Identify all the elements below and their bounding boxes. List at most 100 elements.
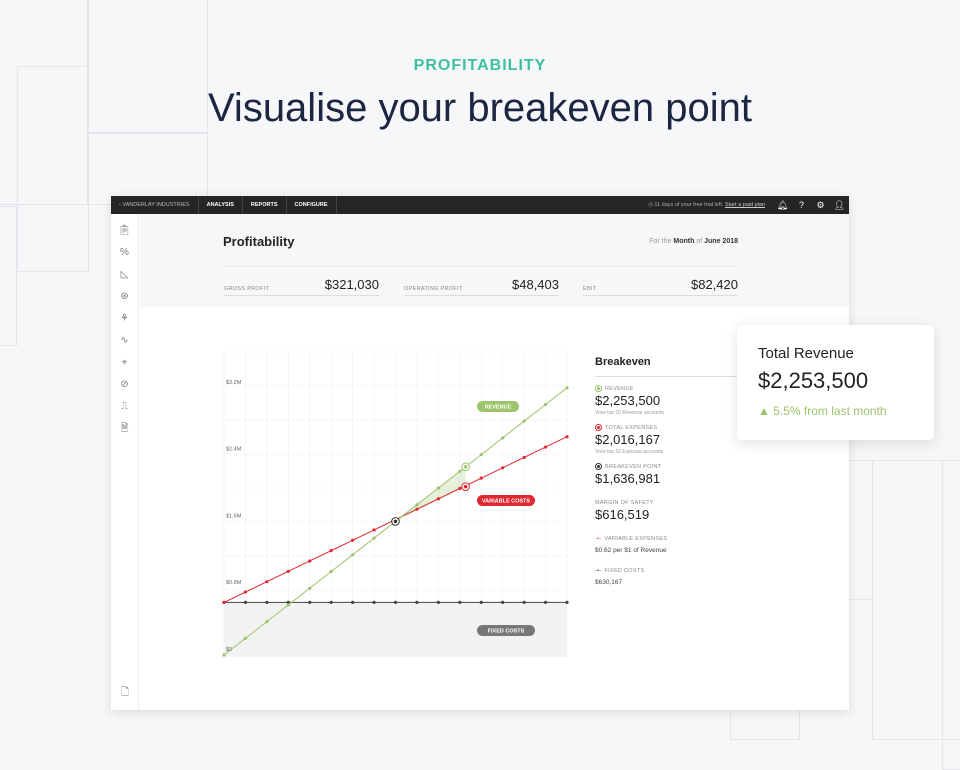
total-revenue-card: Total Revenue $2,253,500 ▲ 5.5% from las… <box>737 325 934 440</box>
revenue-label <box>477 401 519 412</box>
period-unit-dropdown[interactable]: Month <box>673 238 695 245</box>
period-value-dropdown[interactable]: June 2018 <box>704 238 738 245</box>
variable-costs-label-text: VARIABLE COSTS <box>482 499 531 505</box>
document-icon[interactable]: 🗎︎ <box>120 423 129 434</box>
fixed-costs-item: -•- FIXED COSTS $630,167 <box>595 568 755 586</box>
data-point <box>458 469 462 473</box>
variable-expenses-item: -•- VARIABLE EXPENSES $0.62 per $1 of Reve… <box>595 536 755 554</box>
label: BREAKEVEN POINT <box>605 463 662 470</box>
expenses-marker-dot <box>463 484 468 489</box>
nav-analysis[interactable]: ANALYSIS <box>199 196 243 214</box>
data-point <box>243 636 248 640</box>
kpi-ebit: EBIT $82,420 <box>583 276 738 296</box>
data-point <box>329 600 333 604</box>
sidebar: 📋︎ % ◺ ⊛ ⚘ ∿ ⌖ ⊘ ⎍ 🗎︎ 🗋︎ <box>111 214 139 710</box>
breakeven-chart: $0 $0.8M $1.6M $2.4M $3.2M REVENUE VARIABLE CO… <box>222 351 569 657</box>
gear-icon[interactable]: ⚙ <box>816 199 825 210</box>
revenue-marker-icon <box>595 385 602 392</box>
margin-value: $616,519 <box>595 507 650 522</box>
data-point <box>222 653 226 657</box>
y-tick-label: $0.8M <box>226 580 242 586</box>
data-point <box>458 600 462 604</box>
kpi-operating-profit: OPERATING PROFIT $48,403 <box>404 276 559 296</box>
variable-value: $0.62 per $1 of Revenue <box>595 547 667 554</box>
data-point <box>436 600 440 604</box>
top-navbar: ‹ VANDERLAY INDUSTRIES ANALYSIS REPORTS … <box>111 196 849 214</box>
black-line-marker-icon: -•- <box>595 568 602 574</box>
data-point <box>308 559 312 563</box>
card-change: ▲ 5.5% from last month <box>758 404 887 418</box>
nav-configure[interactable]: CONFIGURE <box>287 196 337 214</box>
data-point <box>308 586 312 590</box>
expense-accounts-link[interactable]: View top 10 Expense accounts <box>595 449 664 455</box>
breakeven-title: Breakeven <box>595 356 755 377</box>
data-point <box>372 600 376 604</box>
start-paid-plan-link[interactable]: Start a paid plan <box>724 202 765 208</box>
trial-notice: ◷ 11 days of your free trial left. Start… <box>648 202 773 208</box>
margin-item: MARGIN OF SAFETY $616,519 <box>595 500 755 522</box>
data-point <box>286 600 290 604</box>
data-point <box>436 486 440 490</box>
breakeven-marker-dot <box>393 519 398 524</box>
kpi-value: $48,403 <box>512 277 559 292</box>
data-point <box>243 600 248 604</box>
step-signal-icon[interactable]: ⎍ <box>121 401 128 412</box>
expenses-value: $2,016,167 <box>595 432 661 447</box>
help-icon[interactable]: ? <box>798 200 804 210</box>
card-value: $2,253,500 <box>758 368 869 393</box>
revenue-marker-dot <box>463 465 468 469</box>
nav-reports[interactable]: REPORTS <box>243 196 287 214</box>
data-point <box>479 453 483 457</box>
period-selector: For the Month of June 2018 <box>649 238 738 245</box>
data-point <box>393 600 398 604</box>
data-point <box>522 455 526 460</box>
fixed-costs-label <box>477 625 535 636</box>
user-icon[interactable]: 👤︎ <box>833 199 846 210</box>
ratio-icon[interactable]: % <box>120 247 129 258</box>
data-point <box>415 503 419 507</box>
data-point <box>351 553 355 557</box>
kpi-label: GROSS PROFIT <box>224 286 270 292</box>
area-chart-icon[interactable]: ◺ <box>120 269 129 280</box>
period-prefix: For the <box>649 238 672 245</box>
fixed-costs-label-text: FIXED COSTS <box>488 629 525 635</box>
data-point <box>286 569 290 573</box>
label: FIXED COSTS <box>604 568 645 574</box>
clipboard-check-icon[interactable]: 📋︎ <box>118 225 131 236</box>
clock-icon: ◷ <box>648 202 655 208</box>
data-point <box>265 600 269 604</box>
overlap-icon[interactable]: ⊘ <box>120 379 129 390</box>
data-point <box>265 620 269 624</box>
kpi-label: EBIT <box>583 286 597 292</box>
data-point <box>329 549 333 553</box>
y-tick-label: $2.4M <box>226 447 242 453</box>
revenue-value: $2,253,500 <box>595 393 661 408</box>
page-title: Profitability <box>223 234 295 249</box>
data-point <box>522 419 526 423</box>
card-title: Total Revenue <box>758 345 854 362</box>
data-point <box>543 402 548 407</box>
revenue-accounts-link[interactable]: View top 10 Revenue accounts <box>595 410 664 416</box>
company-switcher[interactable]: ‹ VANDERLAY INDUSTRIES <box>111 196 199 214</box>
data-point <box>458 486 462 491</box>
add-document-icon[interactable]: 🗋︎ <box>120 687 130 698</box>
expenses-marker-icon <box>595 424 602 431</box>
y-tick-label: $1.6M <box>226 513 242 519</box>
kpi-value: $82,420 <box>691 277 738 292</box>
data-point <box>501 466 505 470</box>
wave-icon[interactable]: ∿ <box>120 335 129 346</box>
data-point <box>265 580 269 584</box>
summary-header: Profitability For the Month of June 2018… <box>140 214 849 307</box>
bell-icon[interactable]: 🔔︎ <box>776 199 789 210</box>
data-point <box>372 528 376 532</box>
data-point <box>565 600 569 604</box>
label: REVENUE <box>605 385 634 392</box>
data-point <box>436 497 440 501</box>
data-point <box>372 536 376 540</box>
globe-icon[interactable]: ⊛ <box>120 291 129 302</box>
data-point <box>543 600 548 604</box>
data-point <box>501 600 505 604</box>
plant-icon[interactable]: ⚘ <box>120 313 129 324</box>
data-point <box>351 538 355 542</box>
telescope-icon[interactable]: ⌖ <box>121 357 128 368</box>
